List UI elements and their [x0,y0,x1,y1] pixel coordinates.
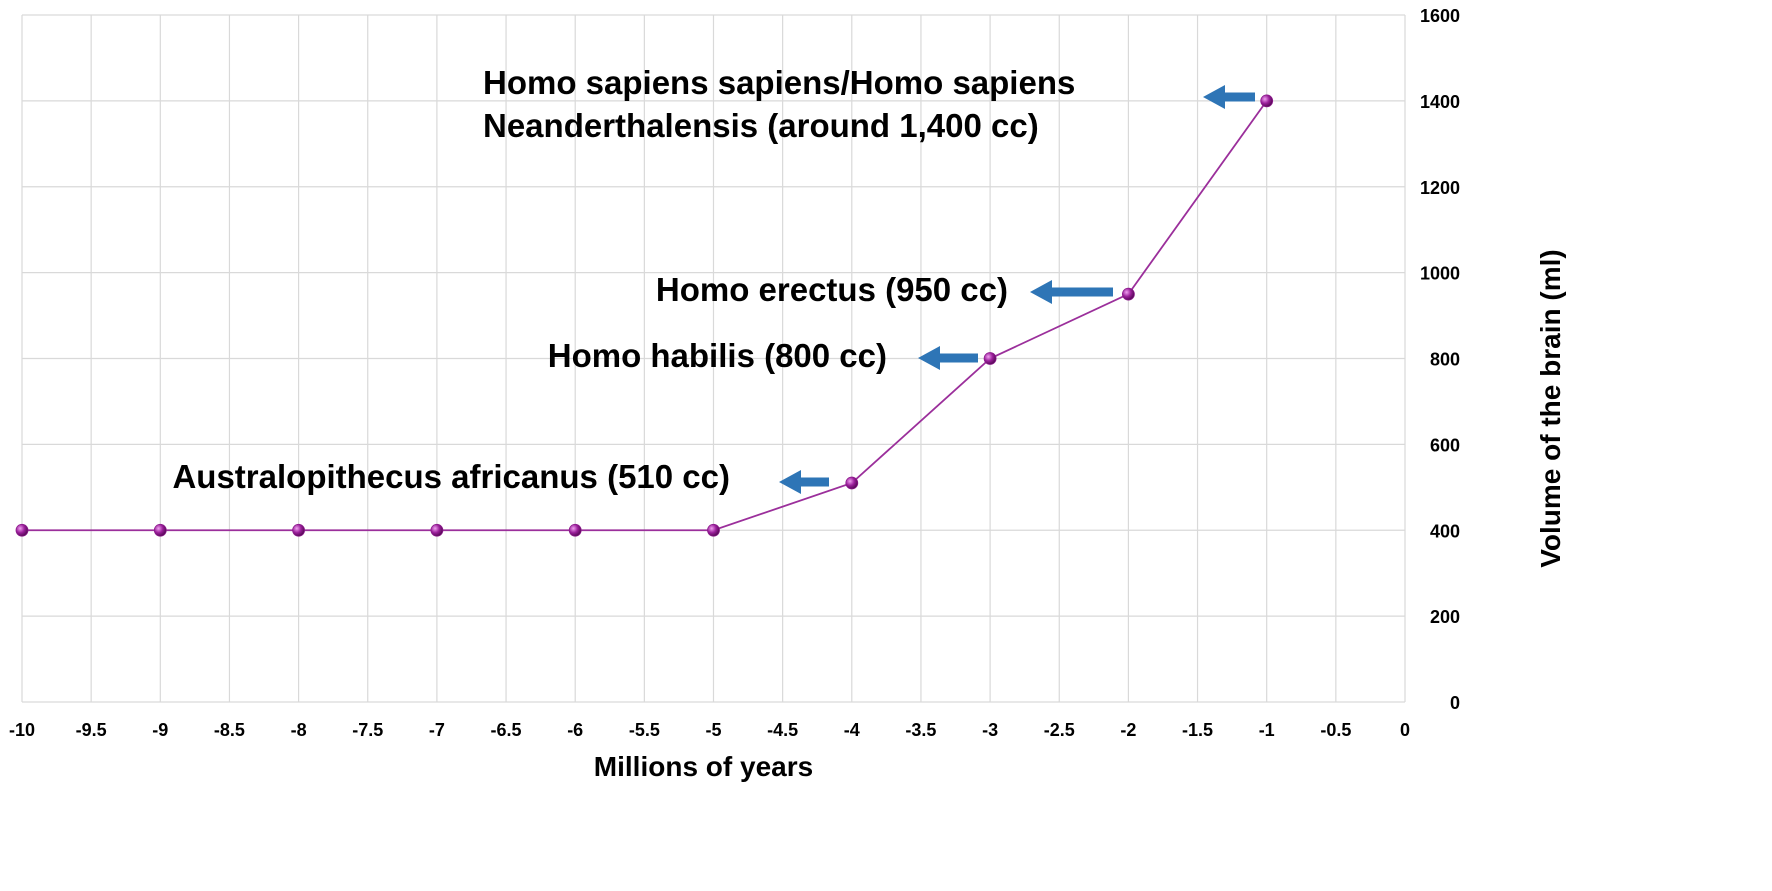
x-tick-label: -3.5 [905,720,936,740]
y-tick-label: 800 [1430,350,1460,370]
x-tick-label: -4 [844,720,860,740]
annotation-arrow [918,346,978,370]
x-tick-label: -8 [291,720,307,740]
x-tick-label: -5.5 [629,720,660,740]
data-point [983,352,997,365]
x-tick-label: -6.5 [491,720,522,740]
y-tick-label: 0 [1450,693,1460,713]
x-tick-label: -0.5 [1320,720,1351,740]
x-tick-label: -5 [705,720,721,740]
data-point [1260,94,1274,108]
x-tick-label: -9.5 [76,720,107,740]
y-axis-ticks: 0 200 400 600 800 1000 1200 1400 1600 [1420,6,1460,713]
annotation-arrow [1030,280,1113,304]
data-point [153,523,167,537]
annotation-label: Homo sapiens sapiens/Homo sapiens [483,64,1075,101]
x-tick-label: -7.5 [352,720,383,740]
annotation-label: Australopithecus africanus (510 cc) [172,458,730,495]
y-axis-title: Volume of the brain (ml) [1535,249,1566,567]
x-tick-label: -7 [429,720,445,740]
data-point [15,523,29,537]
y-tick-label: 200 [1430,607,1460,627]
x-tick-label: -2.5 [1044,720,1075,740]
x-tick-label: -3 [982,720,998,740]
x-tick-label: -8.5 [214,720,245,740]
x-tick-label: 0 [1400,720,1410,740]
x-tick-label: -9 [152,720,168,740]
y-tick-label: 1400 [1420,92,1460,112]
y-tick-label: 1600 [1420,6,1460,26]
data-point [1122,287,1135,301]
series-brain-volume [15,94,1274,537]
x-axis-ticks: -10 -9.5 -9 -8.5 -8 -7.5 -7 -6.5 -6 -5.5 -5 -4.5 -4-… [9,720,1410,740]
data-point [707,523,720,537]
annotation-label: Neanderthalensis (around 1,400 cc) [483,107,1039,144]
data-point [292,523,306,537]
data-point [568,523,582,537]
x-tick-label: -1.5 [1182,720,1213,740]
x-tick-label: -2 [1120,720,1136,740]
annotation-label: Homo habilis (800 cc) [548,337,887,374]
annotation-label: Homo erectus (950 cc) [656,271,1008,308]
annotation-arrow [779,470,829,494]
x-tick-label: -6 [567,720,583,740]
x-tick-label: -1 [1259,720,1275,740]
y-tick-label: 1000 [1420,264,1460,284]
y-tick-label: 400 [1430,521,1460,541]
x-tick-label: -4.5 [767,720,798,740]
annotations: Homo sapiens sapiens/Homo sapiens Neander… [172,64,1255,495]
data-point [430,523,444,537]
x-axis-title: Millions of years [594,751,813,782]
series-line [22,100,1268,532]
annotation-arrow [1203,85,1255,109]
data-point [845,476,859,490]
y-tick-label: 600 [1430,435,1460,455]
y-tick-label: 1200 [1420,178,1460,198]
x-tick-label: -10 [9,720,35,740]
